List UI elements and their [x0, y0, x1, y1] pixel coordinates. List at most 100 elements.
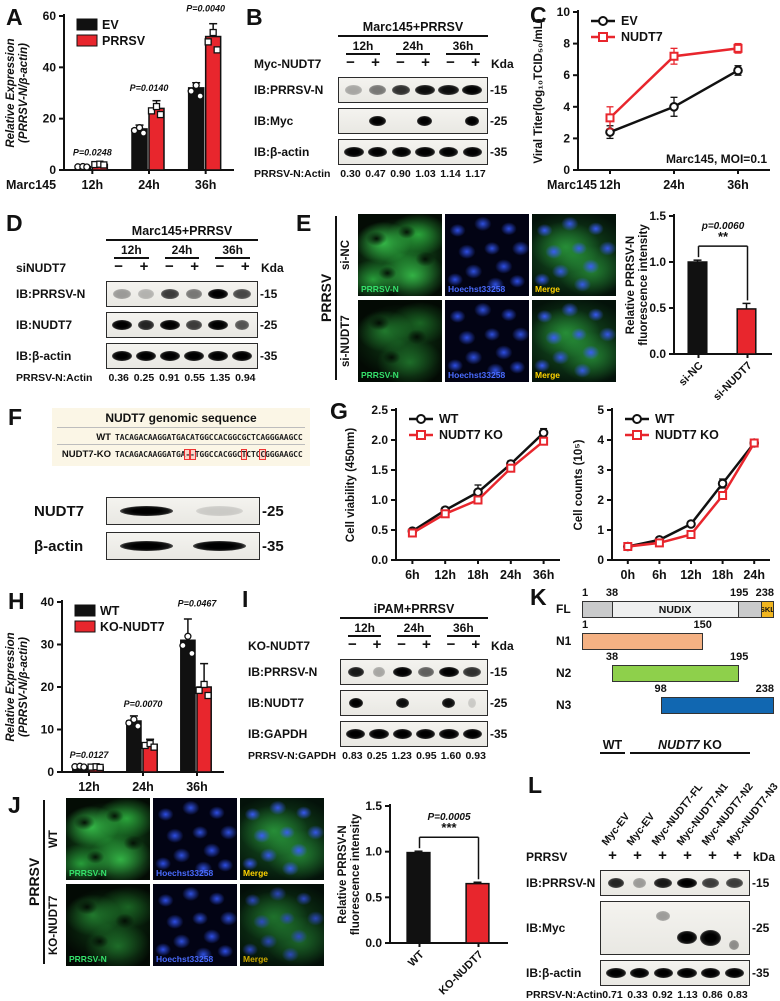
seq-char: T — [250, 450, 256, 459]
domain-bar — [582, 633, 703, 650]
panel-i-blot: iPAM+PRRSV 12h 24h 36h KO-NUDT7− + − + − + Kda IB:P… — [248, 602, 518, 762]
protein-band — [677, 931, 697, 944]
seq-char: G — [227, 450, 233, 459]
domain-tick: 98 — [654, 683, 667, 695]
protein-band — [345, 84, 363, 95]
seq-char: G — [175, 433, 181, 442]
panel-e-label: E — [296, 210, 312, 236]
panel-a-bar-chart: 0 20 40 60 Relative Expression (PRRSV-N/β-act… — [5, 4, 234, 192]
seq-char: C — [293, 433, 298, 442]
chart-text: 0.5 — [371, 523, 388, 537]
condition-sign: − — [446, 636, 456, 653]
seq-char: G — [157, 450, 163, 459]
blot-box — [340, 658, 488, 685]
seq-char: G — [288, 433, 294, 442]
panel-j: J PRRSV WT PRRSV-N Hoechst33258 Merge KO-NUD… — [0, 790, 334, 1001]
chart-text: 60 — [43, 9, 57, 23]
chart-text: PRRSV — [102, 34, 146, 48]
image-channel-label: Hoechst33258 — [448, 370, 506, 380]
micro-image-merge: Merge — [532, 300, 616, 382]
ratio-value: 0.94 — [235, 371, 256, 384]
ratio-value: 1.14 — [440, 167, 461, 180]
blot-box — [106, 311, 258, 338]
domain-tick: 38 — [605, 587, 619, 599]
seq-char: C — [236, 433, 242, 442]
chart-text: si-NC — [677, 360, 706, 389]
ratio-value: 0.30 — [340, 167, 361, 180]
seq-char: T — [115, 450, 120, 459]
time-group-label: 36h — [215, 243, 251, 259]
protein-band — [232, 350, 252, 361]
protein-band — [392, 84, 411, 95]
seq-char: A — [190, 433, 195, 442]
seq-char: G — [199, 450, 205, 459]
ratio-value: 0.83 — [342, 749, 363, 762]
micro-image-hoechst33258: Hoechst33258 — [153, 884, 237, 966]
blot-row: IB:PRRSV-N -15 — [254, 76, 518, 103]
ratio-label: PRRSV-N:Actin — [526, 988, 603, 1001]
blot-row-label: IB:β-actin — [526, 965, 582, 980]
seq-char: A — [138, 433, 144, 442]
condition-sign: − — [347, 636, 357, 653]
chart-text: 12h — [434, 568, 456, 582]
blot-row: IB:PRRSV-N -15 — [248, 658, 518, 685]
seq-char: A — [180, 450, 186, 459]
protein-band — [185, 288, 203, 299]
domain-tick: 150 — [693, 619, 712, 631]
chart-text: KO-NUDT7 — [437, 949, 486, 998]
chart-text: 0.0 — [371, 553, 388, 567]
image-channel-label: Hoechst33258 — [156, 954, 214, 964]
seq-char: C — [259, 449, 266, 460]
blot-row: IB:Myc -25 — [526, 900, 778, 955]
blot-box — [338, 76, 488, 103]
chart-text: 1.0 — [365, 845, 382, 859]
seq-char: A — [279, 450, 284, 459]
protein-band — [344, 146, 364, 157]
blot-box — [338, 107, 488, 134]
seq-char: - — [184, 449, 191, 460]
chart-text: 1.5 — [371, 463, 388, 477]
blot-row: IB:PRRSV-N -15 — [16, 280, 290, 307]
chart-text: Marc145, MOI=0.1 — [666, 152, 767, 166]
kda-marker: -35 — [260, 348, 278, 363]
kda-marker: -15 — [490, 82, 508, 97]
protein-band — [112, 350, 132, 361]
seq-char: T — [250, 433, 256, 442]
panel-e-bracket-line — [335, 216, 337, 380]
protein-band — [654, 877, 673, 888]
image-channel-label: Merge — [243, 954, 269, 964]
chart-text: fluorescence intensity — [350, 813, 362, 935]
blot-row-label: IB:β-actin — [254, 144, 310, 159]
ratio-value: 0.95 — [416, 749, 437, 762]
seq-char: G — [269, 433, 275, 442]
protein-band — [629, 967, 650, 978]
blot-row-label: IB:Myc — [254, 113, 294, 128]
chart-text: Relative PRRSV-N — [337, 825, 349, 923]
chart-text: P=0.0127 — [70, 750, 110, 760]
seq-char: G — [161, 433, 167, 442]
chart-text: 20 — [41, 680, 55, 694]
panel-b-label: B — [246, 4, 263, 30]
seq-char: C — [246, 433, 252, 442]
blot-box — [340, 720, 488, 747]
panel-l-blot: WT NUDT7 KO Myc-EV Myc-EV Myc-NUDT7-FL Myc-NU… — [526, 738, 780, 1001]
protein-band — [369, 728, 389, 739]
seq-char: C — [124, 433, 130, 442]
chart-text: 1.0 — [649, 255, 666, 269]
chart-text: ** — [718, 229, 729, 244]
micro-image-hoechst33258: Hoechst33258 — [445, 300, 529, 382]
protein-band — [392, 666, 412, 677]
seq-char: G — [274, 450, 280, 459]
panel-e-image-grid: si-NC PRRSV-N Hoechst33258 Merge si-NUDT7 PRR… — [340, 214, 616, 382]
seq-char: A — [166, 433, 172, 442]
protein-band — [368, 84, 387, 95]
panel-a-label: A — [6, 4, 23, 30]
blot-row: NUDT7 -25 — [34, 497, 296, 525]
time-group-label: 12h — [348, 621, 382, 637]
chart-text: 0 — [47, 765, 54, 779]
seq-char: C — [297, 450, 303, 459]
protein-band — [438, 146, 459, 157]
micro-row: KO-NUDT7 PRRSV-N Hoechst33258 Merge — [48, 884, 324, 966]
seq-char: G — [133, 450, 139, 459]
chart-text: WT — [100, 604, 120, 618]
